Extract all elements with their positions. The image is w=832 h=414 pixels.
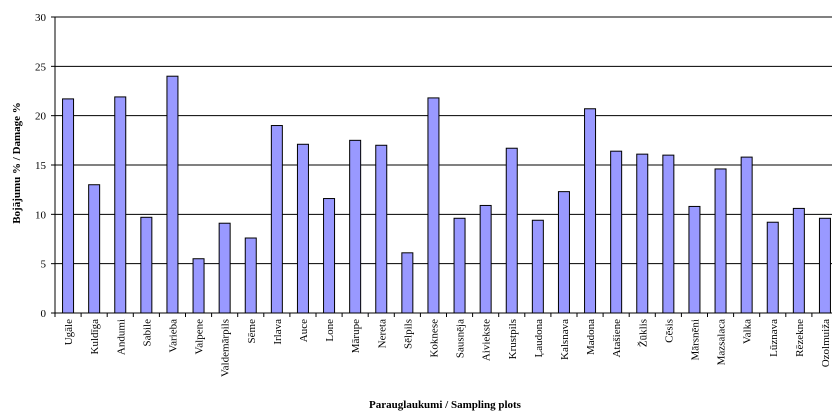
bar bbox=[375, 144, 388, 314]
bar bbox=[62, 98, 75, 314]
bar bbox=[531, 219, 544, 314]
x-tick-label: Lūznava bbox=[768, 319, 780, 357]
x-axis-label: Parauglaukumi / Sampling plots bbox=[369, 399, 522, 411]
y-tick-labels: 0 5 10 15 20 25 30 bbox=[35, 12, 47, 320]
x-tick-label: Atašiene bbox=[611, 319, 623, 358]
bar bbox=[296, 143, 309, 314]
gridlines bbox=[55, 16, 832, 265]
x-tick-label: Sabile bbox=[141, 319, 153, 347]
y-tick-label: 25 bbox=[35, 61, 47, 73]
x-tick-label: Mārsnēni bbox=[689, 319, 701, 361]
x-tick-labels: Ugāle Kuldīga Andumi Sabile Varieba Valpene Va… bbox=[63, 319, 832, 377]
bar bbox=[192, 258, 205, 314]
y-tick-label: 20 bbox=[35, 111, 47, 123]
bar bbox=[244, 237, 257, 314]
bars bbox=[62, 75, 831, 314]
bar bbox=[740, 156, 753, 314]
x-tick-label: Rēzekne bbox=[794, 319, 806, 357]
bar bbox=[766, 221, 779, 314]
x-tick-label: Žūklis bbox=[637, 319, 649, 347]
x-tick-label: Mazsalaca bbox=[716, 319, 728, 366]
x-tick-label: Varieba bbox=[167, 319, 179, 353]
bar bbox=[88, 184, 101, 314]
y-tick-label: 5 bbox=[41, 259, 47, 271]
x-tick-label: Valpene bbox=[194, 319, 206, 355]
bar bbox=[688, 205, 701, 314]
x-tick-label: Koknese bbox=[428, 319, 440, 358]
bar bbox=[792, 207, 805, 314]
x-tick-label: Irlava bbox=[272, 319, 284, 345]
bar bbox=[270, 125, 283, 314]
x-tick-label: Valka bbox=[742, 319, 754, 344]
x-tick-label: Auce bbox=[298, 319, 310, 342]
y-tick-label: 10 bbox=[35, 209, 47, 221]
x-tick-label: Madona bbox=[585, 319, 597, 355]
x-tick-label: Cēsis bbox=[663, 319, 675, 343]
bar bbox=[662, 154, 675, 314]
x-tick-label: Ugāle bbox=[63, 319, 75, 345]
bar bbox=[714, 168, 727, 314]
x-tick-label: Sausnēja bbox=[455, 319, 467, 358]
x-tick-label: Krustpils bbox=[507, 319, 519, 359]
bar bbox=[114, 96, 127, 314]
bar bbox=[401, 252, 414, 314]
bar bbox=[166, 75, 179, 314]
bar bbox=[427, 97, 440, 314]
x-tick-label: Sēlpils bbox=[402, 319, 414, 349]
x-tick-label: Nereta bbox=[376, 319, 388, 348]
x-tick-label: Kuldīga bbox=[89, 319, 101, 355]
y-axis-label: Bojājumu % / Damage % bbox=[11, 102, 23, 224]
bar bbox=[349, 139, 362, 314]
x-tick-label: Lone bbox=[324, 319, 336, 342]
y-tick-label: 0 bbox=[41, 308, 47, 320]
x-tick-label: Andumi bbox=[115, 319, 127, 355]
y-tick-label: 15 bbox=[35, 160, 47, 172]
axes bbox=[51, 16, 832, 317]
bar bbox=[505, 147, 518, 314]
bar bbox=[479, 204, 492, 314]
bar bbox=[453, 217, 466, 314]
x-tick-label: Valdemārpils bbox=[220, 319, 232, 377]
x-tick-label: Ļaudona bbox=[533, 319, 545, 358]
bar bbox=[636, 153, 649, 314]
x-tick-label: Kalsnava bbox=[559, 319, 571, 360]
x-tick-label: Aiviekste bbox=[481, 319, 493, 361]
bar bbox=[323, 198, 336, 314]
y-tick-label: 30 bbox=[35, 12, 47, 24]
bar bbox=[140, 216, 153, 314]
x-tick-label: Ozolmuiža bbox=[820, 319, 832, 367]
bar bbox=[818, 217, 831, 314]
x-tick-label: Sēme bbox=[246, 319, 258, 344]
bar bbox=[610, 150, 623, 314]
bar bbox=[557, 191, 570, 314]
bar bbox=[218, 222, 231, 314]
bar bbox=[584, 108, 597, 314]
x-tick-label: Mārupe bbox=[350, 319, 362, 353]
